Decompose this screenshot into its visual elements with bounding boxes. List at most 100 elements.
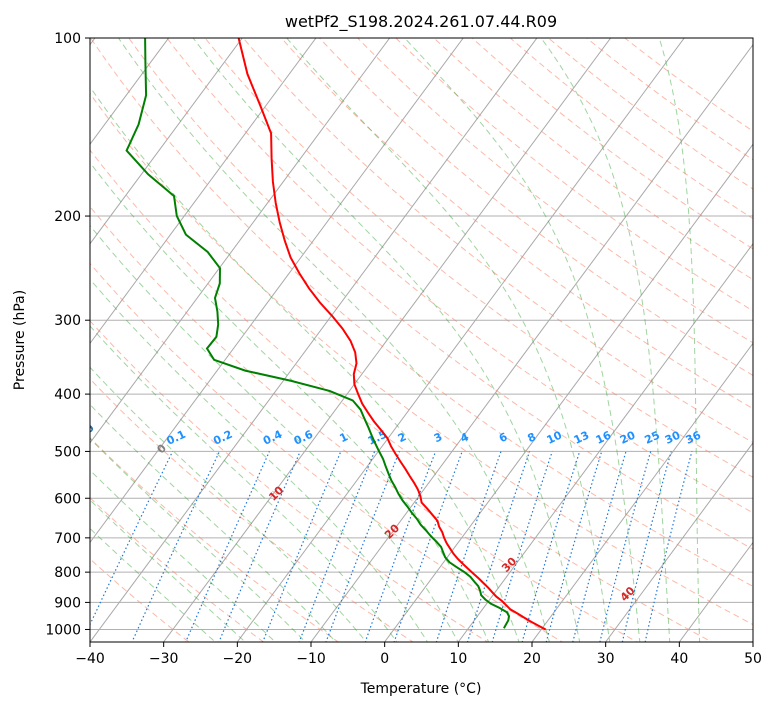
mixing-ratio-line <box>599 451 652 642</box>
isotherm-gridline <box>90 38 538 642</box>
mixing-ratio-label: 16 <box>594 428 614 446</box>
dry-adiabat-label: -20 <box>0 393 12 416</box>
isotherm-gridline <box>90 38 170 146</box>
dry-adiabat <box>624 38 753 132</box>
dry-adiabat-label: -10 <box>74 421 97 444</box>
isotherm-gridline <box>531 342 753 642</box>
mixing-ratio-line <box>491 451 553 642</box>
dry-adiabat <box>433 38 753 281</box>
mixing-ratio-line <box>572 451 627 642</box>
y-axis-label: Pressure (hPa) <box>12 290 28 390</box>
isotherm-gridline <box>162 38 612 642</box>
mixing-ratio-label: 10 <box>545 428 565 446</box>
dry-adiabat <box>585 38 753 161</box>
dry-adiabat <box>509 38 753 220</box>
x-tick-label: 50 <box>744 651 762 667</box>
moist-adiabat <box>404 38 641 642</box>
mixing-ratio-line <box>466 451 531 642</box>
isotherm-gridline <box>236 38 685 642</box>
y-tick-label: 1000 <box>45 622 81 638</box>
mixing-ratio-label: 1 <box>338 430 350 445</box>
moist-adiabat <box>90 278 429 642</box>
dry-adiabat <box>204 38 753 478</box>
mixing-ratio-label: 2 <box>396 430 408 445</box>
isotherm-gridline <box>90 38 317 345</box>
mixing-ratio-label: 4 <box>458 430 471 445</box>
x-tick-label: 30 <box>597 651 615 667</box>
isotherm-gridline <box>90 38 391 444</box>
mixing-ratio-line <box>644 451 693 642</box>
dry-adiabat <box>357 38 753 344</box>
dry-adiabat-label: 40 <box>618 584 638 604</box>
moist-adiabat <box>90 469 276 642</box>
x-tick-label: −10 <box>296 651 326 667</box>
dry-adiabat <box>90 38 753 587</box>
dry-adiabat <box>90 378 414 642</box>
mixing-ratio-line <box>218 451 301 642</box>
mixing-ratio-line <box>262 451 342 642</box>
moist-adiabat <box>90 325 398 642</box>
mixing-ratio-line <box>545 451 603 642</box>
y-tick-label: 200 <box>54 209 81 225</box>
mixing-ratio-label: 6 <box>497 430 510 445</box>
dry-adiabat <box>90 320 489 642</box>
y-tick-label: 700 <box>54 531 81 547</box>
x-tick-label: 20 <box>523 651 541 667</box>
dry-adiabat <box>90 437 340 642</box>
isotherm-gridline <box>457 242 753 642</box>
x-tick-label: −30 <box>149 651 179 667</box>
isotherm-gridline <box>310 43 753 642</box>
y-tick-label: 100 <box>54 31 81 47</box>
dry-adiabat <box>395 38 753 312</box>
dewpoint-profile-line <box>125 38 511 629</box>
moist-adiabat <box>658 38 701 642</box>
mixing-ratio-line <box>393 451 463 642</box>
y-tick-label: 600 <box>54 491 81 507</box>
dry-adiabat <box>90 205 639 642</box>
y-tick-label: 800 <box>54 565 81 581</box>
mixing-ratio-label: 30 <box>663 428 683 446</box>
x-tick-label: 0 <box>380 651 389 667</box>
x-tick-label: −20 <box>223 651 253 667</box>
moist-adiabat <box>90 366 367 642</box>
x-tick-label: −40 <box>75 651 105 667</box>
mixing-ratio-line <box>521 451 581 642</box>
plot-frame <box>89 37 754 643</box>
mixing-ratio-line <box>325 451 400 642</box>
moist-adiabat <box>90 161 490 642</box>
x-tick-label: 40 <box>670 651 688 667</box>
moist-adiabat <box>90 86 520 642</box>
x-axis-label: Temperature (°C) <box>360 681 482 697</box>
y-tick-label: 400 <box>54 387 81 403</box>
mixing-ratio-line <box>131 451 220 642</box>
moist-adiabat <box>90 499 246 642</box>
mixing-ratio-label: 0.4 <box>261 428 284 448</box>
temperature-profile-line <box>237 38 547 631</box>
mixing-ratio-label: 25 <box>643 429 662 447</box>
mixing-ratio-line <box>621 451 672 642</box>
dry-adiabat <box>90 558 190 642</box>
moist-adiabat <box>118 38 550 642</box>
y-tick-label: 500 <box>54 444 81 460</box>
moist-adiabat <box>90 224 459 642</box>
mixing-ratio-line <box>298 451 376 642</box>
isotherm-gridline <box>383 143 753 642</box>
moist-adiabat <box>90 403 337 642</box>
moist-adiabat <box>540 38 671 642</box>
mixing-ratio-label: 3 <box>432 430 444 445</box>
dry-adiabat <box>547 38 753 190</box>
dry-adiabat-label: 10 <box>266 483 286 503</box>
isotherm-gridline <box>90 38 243 245</box>
isotherm-gridline <box>90 38 464 544</box>
isotherm-gridline <box>604 442 753 642</box>
x-tick-label: 10 <box>449 651 467 667</box>
dry-adiabat-label: 20 <box>382 521 402 541</box>
mixing-ratio-label: 20 <box>618 428 638 446</box>
mixing-ratio-label: 13 <box>572 429 591 447</box>
plot-region: 0.10.20.40.611.52346810131620253036-100-… <box>0 38 753 642</box>
mixing-ratio-label: 36 <box>684 428 704 446</box>
mixing-ratio-line <box>185 451 270 642</box>
isotherm-gridline <box>752 641 753 642</box>
dry-adiabat <box>318 38 753 376</box>
